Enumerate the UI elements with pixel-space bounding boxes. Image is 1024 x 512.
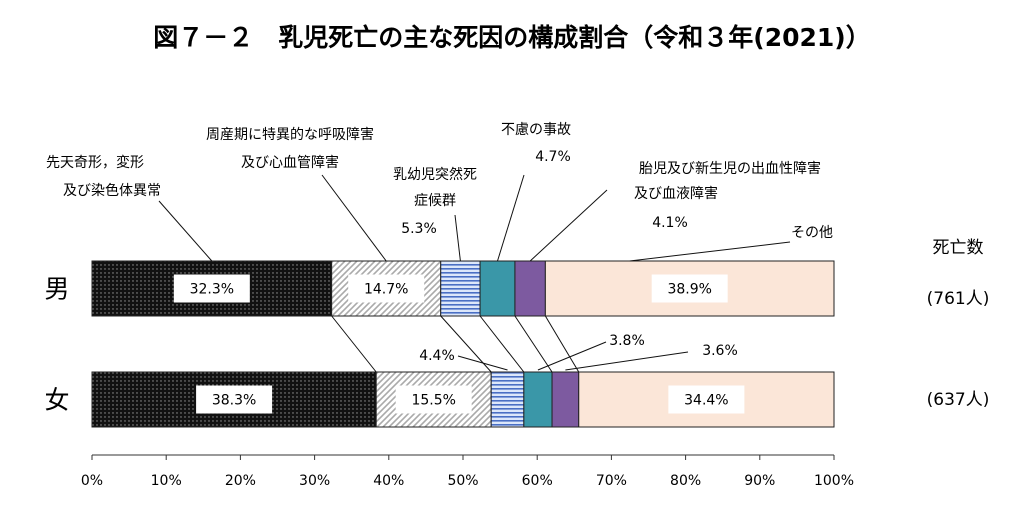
value-label-box	[668, 385, 745, 414]
leader-line	[321, 174, 387, 262]
value-label: 3.8%	[609, 333, 645, 349]
leader-line	[497, 174, 525, 262]
series-name: 及び血液障害	[634, 186, 718, 202]
x-tick-label: 10%	[151, 473, 182, 489]
series-name: 先天奇形，変形	[46, 154, 144, 171]
x-tick-label: 70%	[596, 473, 627, 489]
chart-title: 図７－２ 乳児死亡の主な死因の構成割合（令和３年(2021)）	[153, 23, 870, 52]
x-tick-label: 80%	[670, 473, 701, 489]
deaths-female: (637人)	[927, 390, 990, 410]
category-label: 女	[44, 386, 69, 415]
value-label-box	[173, 274, 250, 303]
value-label: 32.3%	[190, 282, 234, 298]
series-name: 胎児及び新生児の出血性障害	[639, 161, 821, 177]
leader-line	[537, 341, 607, 371]
x-tick-label: 50%	[447, 473, 478, 489]
segment-connector	[514, 315, 553, 373]
value-label: 4.4%	[419, 348, 455, 364]
leader-line	[454, 214, 461, 262]
series-name: 不慮の事故	[501, 122, 571, 138]
value-label: 5.3%	[401, 221, 437, 237]
bar-segment	[479, 260, 516, 317]
x-tick-label: 0%	[81, 473, 103, 489]
deaths-male: (761人)	[927, 289, 990, 309]
bar-segment	[544, 260, 835, 317]
value-label-box	[651, 274, 728, 303]
value-label: 3.6%	[702, 343, 738, 359]
value-label: 4.7%	[535, 149, 571, 165]
value-label-box	[395, 385, 472, 414]
leader-line	[565, 351, 689, 371]
leader-line	[529, 189, 608, 262]
bar-segment	[514, 260, 546, 317]
series-name: 周産期に特異的な呼吸障害	[206, 127, 374, 143]
bar-segment	[523, 371, 553, 428]
category-label: 男	[44, 275, 69, 304]
bar-segment	[490, 371, 525, 428]
leader-line	[158, 200, 213, 262]
value-label: 15.5%	[411, 393, 455, 409]
x-tick-label: 90%	[744, 473, 775, 489]
x-tick-label: 40%	[373, 473, 404, 489]
deaths-header: 死亡数	[933, 238, 984, 258]
series-name: 及び心血管障害	[241, 155, 339, 171]
series-name: その他	[791, 225, 833, 241]
value-label: 34.4%	[684, 393, 728, 409]
x-tick-label: 20%	[225, 473, 256, 489]
value-label: 38.9%	[667, 282, 711, 298]
series-name: 及び染色体異常	[63, 182, 161, 199]
series-name: 乳幼児突然死	[393, 166, 477, 183]
x-tick-label: 60%	[522, 473, 553, 489]
x-tick-label: 100%	[814, 473, 854, 489]
leader-line	[457, 355, 508, 371]
value-label: 38.3%	[212, 393, 256, 409]
x-tick-label: 30%	[299, 473, 330, 489]
segment-connector	[479, 315, 525, 373]
bar-segment	[440, 260, 481, 317]
value-label-box	[196, 385, 273, 414]
series-name: 症候群	[414, 193, 456, 209]
value-label: 4.1%	[652, 215, 688, 231]
leader-line	[629, 241, 791, 262]
segment-connector	[544, 315, 580, 373]
value-label: 14.7%	[364, 282, 408, 298]
value-label-box	[348, 274, 425, 303]
segment-connector	[331, 315, 377, 373]
bar-segment	[551, 371, 580, 428]
